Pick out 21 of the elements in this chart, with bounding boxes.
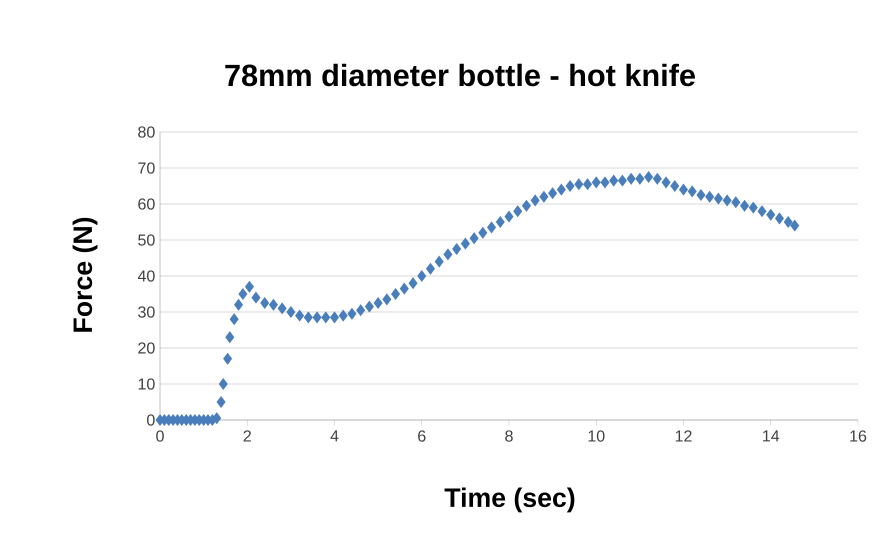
y-tick-label: 50 — [138, 234, 155, 246]
y-tick-label: 40 — [138, 270, 155, 282]
x-tick-label: 10 — [588, 430, 605, 442]
chart-title: 78mm diameter bottle - hot knife — [225, 64, 695, 86]
x-tick-label: 14 — [763, 430, 780, 442]
y-tick-label: 70 — [138, 162, 155, 174]
y-tick-label: 20 — [138, 342, 155, 354]
y-tick-label: 80 — [138, 126, 155, 138]
y-tick-label: 60 — [138, 198, 155, 210]
x-tick-label: 4 — [330, 430, 338, 442]
x-tick-label: 8 — [505, 430, 513, 442]
x-axis-title: Time (sec) — [444, 488, 574, 512]
y-tick-label: 10 — [138, 378, 155, 390]
x-tick-label: 6 — [418, 430, 426, 442]
x-tick-label: 16 — [850, 430, 866, 442]
y-tick-label: 0 — [147, 414, 155, 426]
x-tick-label: 2 — [244, 430, 251, 442]
y-axis-title: Force (N) — [72, 218, 98, 332]
x-tick-label: 0 — [156, 430, 164, 442]
y-tick-label: 30 — [138, 306, 155, 318]
x-tick-label: 12 — [676, 430, 692, 442]
